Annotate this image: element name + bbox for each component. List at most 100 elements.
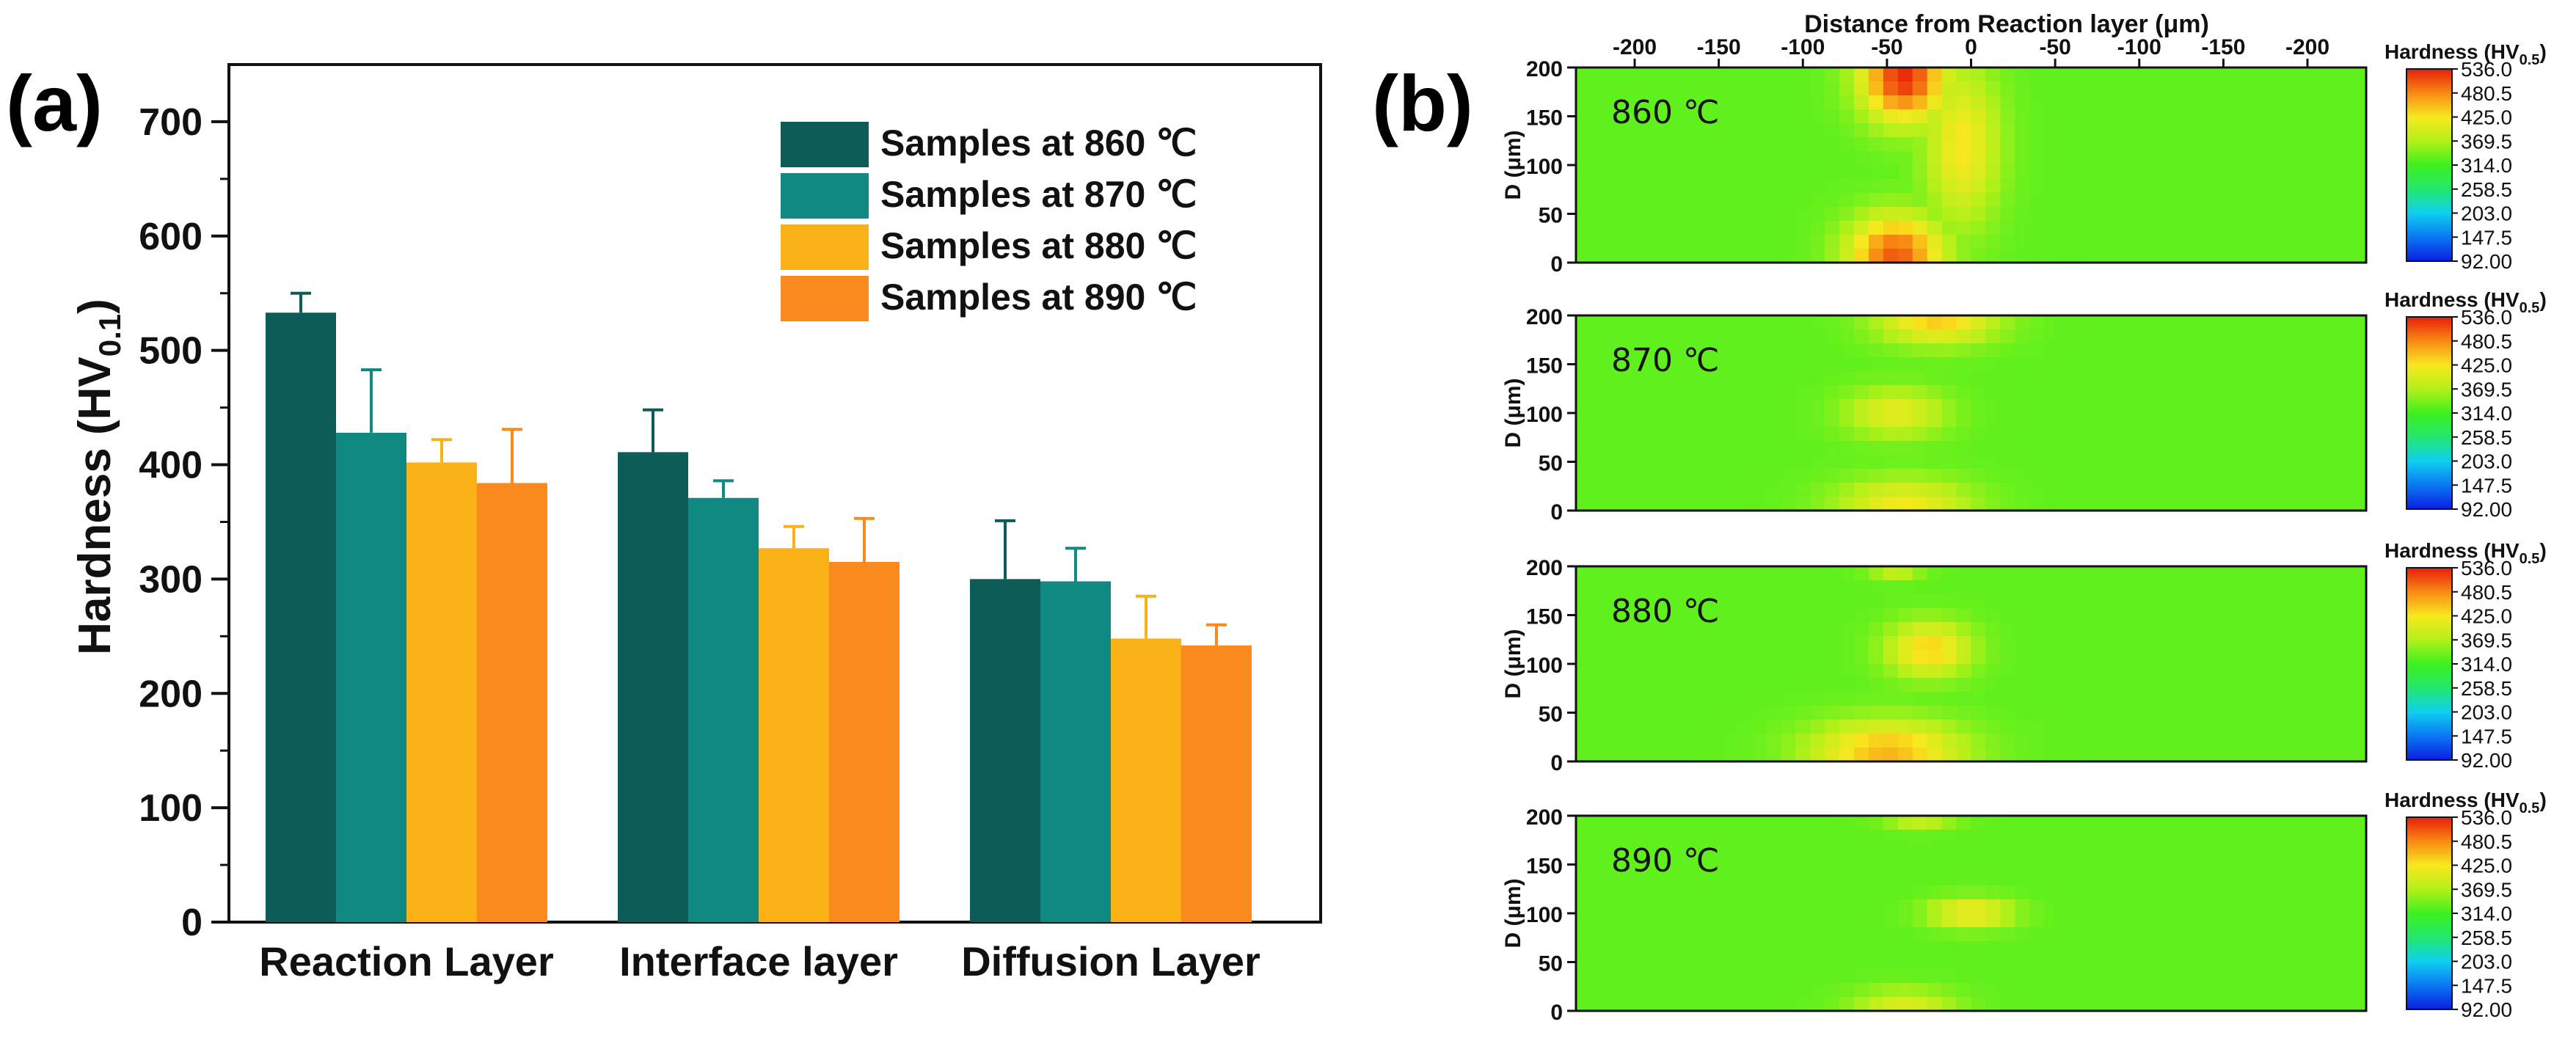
heatmap-cell	[2059, 734, 2074, 748]
heatmap-cell	[2029, 427, 2045, 442]
heatmap-cell	[2044, 816, 2059, 830]
colorbar-tick-label: 203.0	[2461, 701, 2512, 724]
heatmap-cell	[2307, 720, 2323, 734]
heatmap-cell	[1912, 483, 1928, 497]
heatmap-cell	[1619, 81, 1635, 96]
heatmap-cell	[2307, 706, 2323, 720]
heatmap-cell	[2219, 249, 2236, 263]
heatmap-cell	[1678, 455, 1694, 469]
heatmap-cell	[2059, 706, 2074, 720]
heatmap-x-tick-label: -50	[1871, 35, 1902, 59]
heatmap-cell	[2234, 941, 2250, 956]
heatmap-cell	[2307, 858, 2323, 872]
heatmap-cell	[1663, 844, 1679, 858]
heatmap-cell	[2278, 165, 2294, 180]
heatmap-cell	[2190, 427, 2206, 442]
heatmap-cell	[1810, 151, 1825, 166]
heatmap-cell	[1751, 748, 1767, 761]
heatmap-cell	[2000, 858, 2015, 872]
colorbar-title: Hardness (HV0.5)	[2385, 288, 2547, 316]
heatmap-cell	[2322, 748, 2338, 761]
heatmap-cell	[2073, 399, 2089, 414]
heatmap-cell	[1605, 357, 1621, 372]
heatmap-cell	[1810, 622, 1825, 637]
heatmap-cell	[1897, 927, 1913, 942]
colorbar	[2406, 816, 2453, 1010]
heatmap-cell	[2205, 858, 2221, 872]
heatmap-cell	[1795, 151, 1811, 166]
heatmap-cell	[2015, 67, 2030, 82]
heatmap-cell	[1678, 497, 1694, 511]
heatmap-cell	[1619, 608, 1635, 623]
heatmap-cell	[2146, 983, 2162, 998]
heatmap-cell	[2146, 193, 2162, 208]
heatmap-cell	[1634, 594, 1650, 609]
heatmap-cell	[2015, 249, 2030, 263]
heatmap-cell	[1649, 566, 1665, 581]
heatmap-cell	[1941, 385, 1957, 400]
heatmap-cell	[1883, 193, 1899, 208]
heatmap-cell	[2000, 497, 2015, 511]
heatmap-cell	[1649, 858, 1665, 872]
heatmap-cell	[2190, 179, 2206, 194]
heatmap-cell	[1985, 207, 2001, 222]
heatmap-cell	[2351, 81, 2366, 96]
heatmap-cell	[2029, 927, 2045, 942]
heatmap-cell	[2146, 720, 2162, 734]
heatmap-temperature-label: 870 ℃	[1611, 342, 1719, 379]
heatmap-cell	[1751, 983, 1767, 998]
heatmap-cell	[2278, 664, 2294, 679]
heatmap-cell	[1619, 566, 1635, 581]
heatmap-cell	[2015, 137, 2030, 152]
heatmap-cell	[2219, 357, 2236, 372]
heatmap-cell	[2337, 235, 2352, 249]
heatmap-cell	[1663, 151, 1679, 166]
heatmap-cell	[1766, 706, 1781, 720]
heatmap-cell	[2161, 137, 2177, 152]
heatmap-cell	[2322, 497, 2338, 511]
heatmap-cell	[2029, 193, 2045, 208]
heatmap-cell	[1897, 650, 1913, 665]
heatmap-cell	[2103, 123, 2118, 138]
heatmap-cell	[1590, 566, 1606, 581]
heatmap-cell	[2015, 469, 2030, 483]
heatmap-cell	[1766, 636, 1781, 651]
heatmap-cell	[2263, 399, 2279, 414]
heatmap-cell	[1707, 816, 1723, 830]
heatmap-cell	[1971, 748, 1987, 761]
heatmap-cell	[2088, 608, 2104, 623]
heatmap-cell	[2249, 427, 2264, 442]
heatmap-cell	[2146, 329, 2162, 344]
heatmap-cell	[1825, 622, 1840, 637]
heatmap-cell	[2175, 497, 2192, 511]
colorbar-tick-label: 258.5	[2461, 426, 2512, 449]
heatmap-cell	[1678, 165, 1694, 180]
heatmap-cell	[1766, 650, 1781, 665]
heatmap-cell	[2146, 969, 2162, 984]
heatmap-cell	[1956, 329, 1972, 344]
heatmap-cell	[1897, 816, 1913, 830]
heatmap-cell	[1576, 357, 1591, 372]
heatmap-cell	[2307, 221, 2323, 235]
heatmap-cell	[2175, 483, 2192, 497]
heatmap-cell	[1839, 235, 1855, 249]
heatmap-cell	[1795, 983, 1811, 998]
heatmap-cell	[1825, 734, 1840, 748]
heatmap-cell	[1839, 566, 1855, 581]
heatmap-cell	[2219, 165, 2236, 180]
heatmap-cell	[1619, 858, 1635, 872]
heatmap-cell	[1663, 594, 1679, 609]
heatmap-cell	[1649, 830, 1665, 844]
heatmap-cell	[1722, 941, 1737, 956]
heatmap-cell	[1839, 885, 1855, 900]
heatmap-cell	[1853, 941, 1869, 956]
heatmap-cell	[1605, 371, 1621, 386]
heatmap-cell	[2307, 469, 2323, 483]
heatmap-cell	[2263, 67, 2279, 82]
heatmap-cell	[2015, 315, 2030, 330]
heatmap-cell	[2059, 830, 2074, 844]
heatmap-cell	[1825, 109, 1840, 124]
heatmap-cell	[2293, 580, 2308, 595]
heatmap-cell	[1941, 566, 1957, 581]
heatmap-cell	[1751, 151, 1767, 166]
